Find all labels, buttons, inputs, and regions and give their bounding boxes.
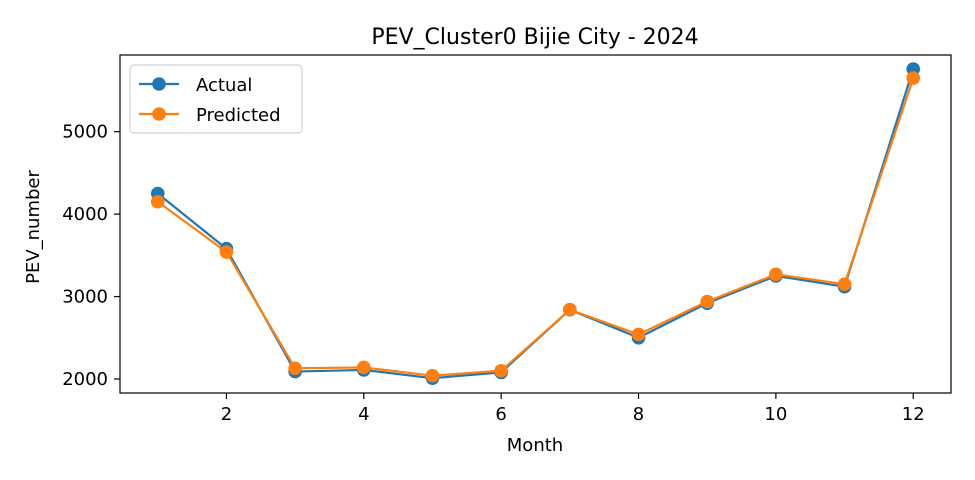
y-tick-label: 5000 [62,122,108,143]
chart-title: PEV_Cluster0 Bijie City - 2024 [371,25,698,50]
x-tick-label: 6 [495,404,506,425]
series-point-predicted [357,360,371,375]
x-tick-label: 10 [764,404,787,425]
x-tick-label: 4 [358,404,369,425]
x-tick-label: 12 [902,404,925,425]
legend: Actual Predicted [129,64,303,134]
x-tick-label: 2 [221,404,232,425]
series-point-predicted [906,71,921,85]
x-axis-label: Month [507,435,563,456]
series-point-predicted [769,267,783,282]
y-axis-ticks: 2000 3000 4000 5000 [62,122,120,390]
legend-label-predicted: Predicted [196,105,281,126]
y-tick-label: 4000 [62,204,108,225]
y-axis-label: PEV_number [23,170,44,284]
series-point-predicted [563,302,577,317]
series-point-predicted [219,245,234,259]
y-tick-label: 3000 [62,287,108,308]
y-tick-label: 2000 [62,369,108,390]
legend-marker-actual [152,77,166,91]
legend-label-actual: Actual [196,75,252,96]
legend-marker-predicted [152,107,166,121]
series-predicted [150,71,921,383]
series-line-predicted [156,76,915,377]
legend-box [129,64,303,134]
series-point-predicted [700,294,714,309]
series-point-predicted [288,361,302,376]
series-point-predicted [150,194,165,209]
x-axis-ticks: 2 4 6 8 10 12 [221,393,925,425]
series-lines [150,62,921,385]
series-point-predicted [631,327,646,342]
series-point-predicted [837,277,852,291]
x-tick-label: 8 [633,404,644,425]
series-point-predicted [494,363,508,378]
series-point-predicted [425,368,440,383]
